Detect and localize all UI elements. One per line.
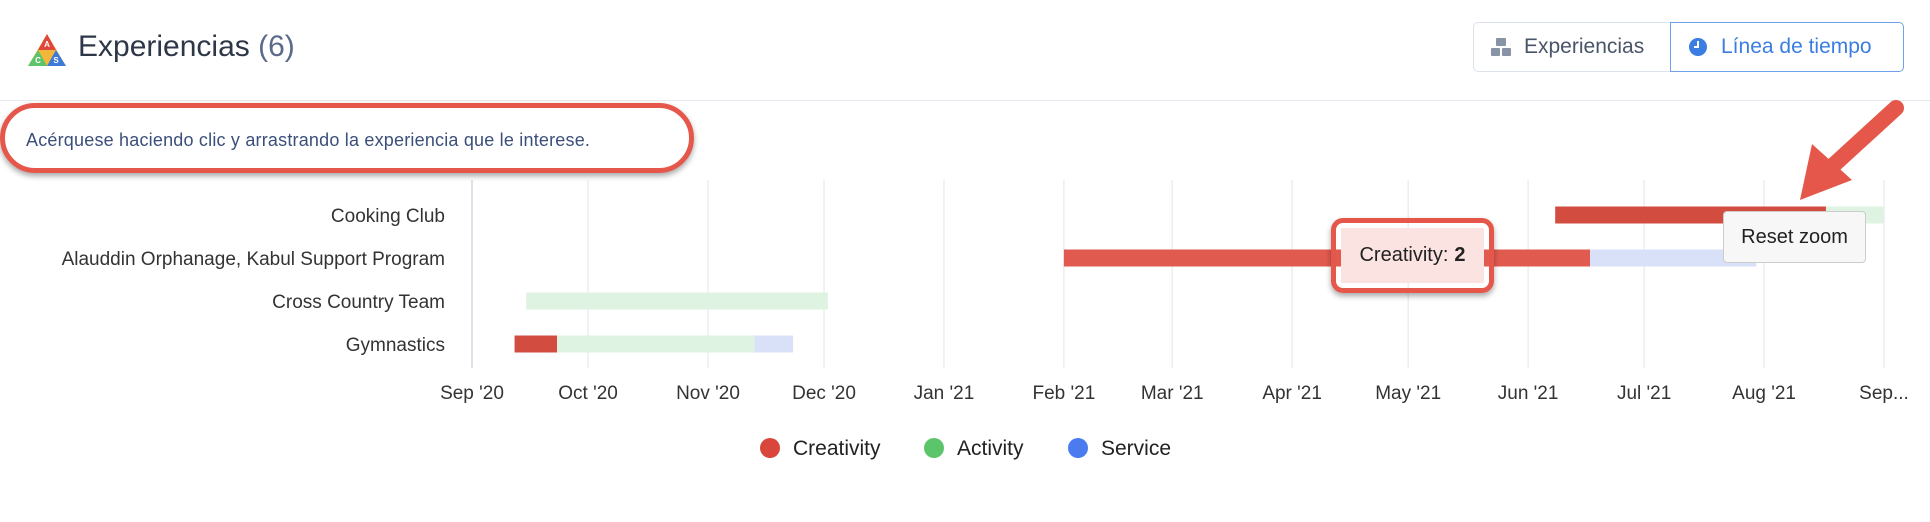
timeline-view-button[interactable]: Línea de tiempo bbox=[1670, 22, 1904, 72]
page-title-text: Experiencias bbox=[78, 30, 250, 63]
logo-letter-s: S bbox=[53, 56, 59, 65]
experience-count: (6) bbox=[258, 30, 295, 63]
x-tick-label: Sep '20 bbox=[440, 383, 504, 404]
x-tick-label: May '21 bbox=[1375, 383, 1441, 404]
experiences-header: A C S Experiencias (6) Experiencias Líne… bbox=[0, 0, 1930, 101]
x-tick-label: Nov '20 bbox=[676, 383, 740, 404]
timeline-view-label: Línea de tiempo bbox=[1721, 35, 1872, 58]
tooltip-value: 2 bbox=[1454, 244, 1466, 266]
legend-marker bbox=[1068, 438, 1088, 458]
annotation-arrow-icon bbox=[1800, 100, 1904, 200]
timeline-bar bbox=[1589, 249, 1757, 267]
reset-zoom-button[interactable]: Reset zoom bbox=[1723, 211, 1866, 263]
logo-letter-c: C bbox=[35, 56, 41, 65]
timeline-bar bbox=[1063, 249, 1590, 267]
x-tick-label: Jun '21 bbox=[1498, 383, 1559, 404]
clock-icon bbox=[1689, 38, 1707, 56]
timeline-bar bbox=[754, 335, 794, 353]
x-tick-label: Sep... bbox=[1859, 383, 1909, 404]
hint-annotation-outline bbox=[0, 103, 694, 173]
timeline-bar bbox=[557, 335, 755, 353]
x-tick-label: Dec '20 bbox=[792, 383, 856, 404]
legend-label: Activity bbox=[957, 437, 1024, 460]
legend-label: Service bbox=[1101, 437, 1171, 460]
category-label: Alauddin Orphanage, Kabul Support Progra… bbox=[62, 249, 445, 270]
page-title: Experiencias (6) bbox=[78, 30, 295, 64]
cubes-icon bbox=[1491, 38, 1511, 56]
timeline-bar bbox=[514, 335, 558, 353]
cas-logo-icon: A C S bbox=[28, 34, 66, 66]
x-tick-label: Feb '21 bbox=[1032, 383, 1095, 404]
timeline-chart[interactable]: Sep '20 Oct '20 Nov '20 Dec '20 Jan '21 Feb '… bbox=[0, 180, 1930, 520]
x-tick-label: Jul '21 bbox=[1617, 383, 1671, 404]
x-tick-label: Mar '21 bbox=[1141, 383, 1204, 404]
x-tick-label: Oct '20 bbox=[558, 383, 618, 404]
experiences-view-label: Experiencias bbox=[1524, 35, 1645, 58]
view-toggle: Experiencias Línea de tiempo bbox=[1473, 22, 1904, 72]
logo-letter-a: A bbox=[44, 40, 50, 49]
legend-marker bbox=[760, 438, 780, 458]
x-tick-label: Apr '21 bbox=[1262, 383, 1322, 404]
category-label: Cross Country Team bbox=[272, 292, 445, 313]
chart-tooltip: Creativity: 2 bbox=[1341, 228, 1484, 283]
experiences-view-button[interactable]: Experiencias bbox=[1473, 22, 1671, 72]
tooltip-label: Creativity: bbox=[1359, 244, 1449, 266]
legend-label: Creativity bbox=[793, 437, 881, 460]
x-tick-label: Aug '21 bbox=[1732, 383, 1796, 404]
category-label: Cooking Club bbox=[331, 206, 445, 227]
legend-marker bbox=[924, 438, 944, 458]
category-label: Gymnastics bbox=[346, 335, 445, 356]
x-tick-label: Jan '21 bbox=[914, 383, 975, 404]
timeline-bar bbox=[526, 292, 828, 310]
tooltip-annotation-outline bbox=[1331, 218, 1494, 293]
zoom-hint-text: Acérquese haciendo clic y arrastrando la… bbox=[26, 130, 591, 150]
